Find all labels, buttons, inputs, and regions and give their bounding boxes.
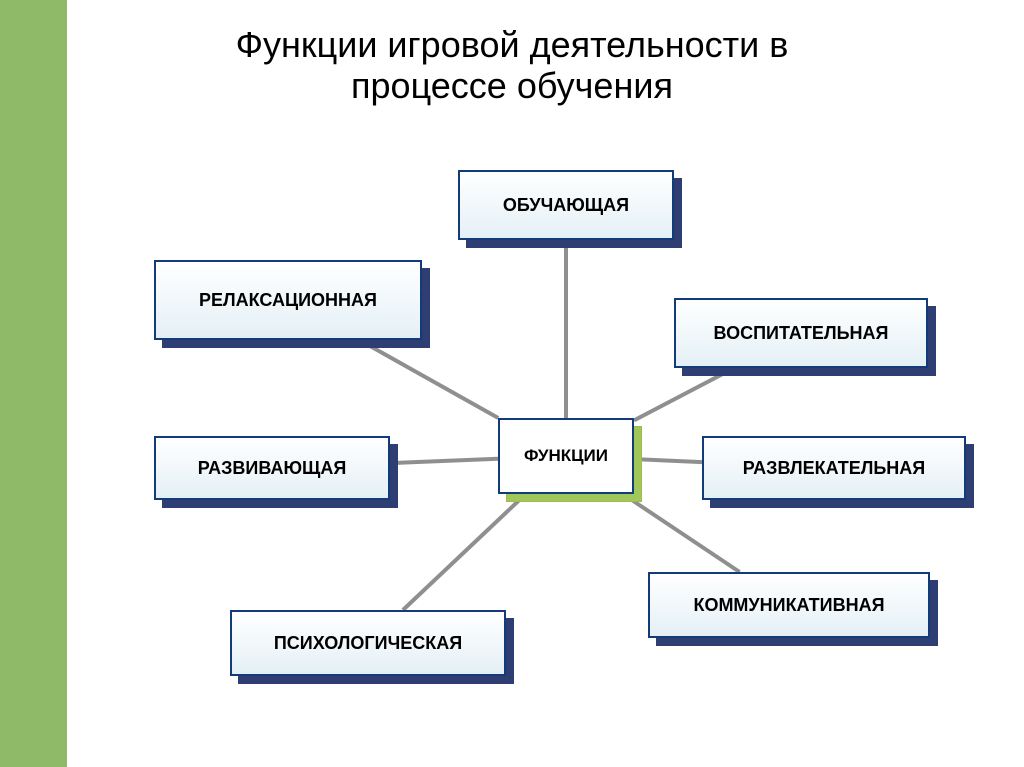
node-label: РАЗВИВАЮЩАЯ [198,458,347,479]
page-title: Функции игровой деятельности в процессе … [0,24,1024,107]
connector-line [403,494,526,610]
outer-node-top: ОБУЧАЮЩАЯ [458,170,674,240]
node-label: ВОСПИТАТЕЛЬНАЯ [714,323,889,344]
outer-node-r: РАЗВЛЕКАТЕЛЬНАЯ [702,436,966,500]
node-label: ФУНКЦИИ [524,446,608,466]
node-face: РАЗВИВАЮЩАЯ [154,436,390,500]
outer-node-tl: РЕЛАКСАЦИОННАЯ [154,260,422,340]
title-line1: Функции игровой деятельности в [236,24,789,65]
node-label: РЕЛАКСАЦИОННАЯ [199,290,377,311]
title-line2: процессе обучения [351,65,673,106]
node-label: КОММУНИКАТИВНАЯ [693,595,884,616]
connector-line [359,340,498,418]
node-face: РАЗВЛЕКАТЕЛЬНАЯ [702,436,966,500]
node-face: ПСИХОЛОГИЧЕСКАЯ [230,610,506,676]
connector-line [390,459,498,463]
node-face: ВОСПИТАТЕЛЬНАЯ [674,298,928,368]
node-face: КОММУНИКАТИВНАЯ [648,572,930,638]
node-label: ОБУЧАЮЩАЯ [503,195,629,216]
outer-node-l: РАЗВИВАЮЩАЯ [154,436,390,500]
node-face: ФУНКЦИИ [498,418,634,494]
node-label: РАЗВЛЕКАТЕЛЬНАЯ [743,458,925,479]
node-face: РЕЛАКСАЦИОННАЯ [154,260,422,340]
connector-line [634,459,702,462]
outer-node-tr: ВОСПИТАТЕЛЬНАЯ [674,298,928,368]
node-label: ПСИХОЛОГИЧЕСКАЯ [274,633,462,654]
center-node: ФУНКЦИИ [498,418,634,494]
node-face: ОБУЧАЮЩАЯ [458,170,674,240]
side-strip [0,0,67,767]
outer-node-bl: ПСИХОЛОГИЧЕСКАЯ [230,610,506,676]
diagram-area: ФУНКЦИИ ОБУЧАЮЩАЯ ВОСПИТАТЕЛЬНАЯ РАЗВЛЕКАТЕ… [100,140,980,740]
outer-node-br: КОММУНИКАТИВНАЯ [648,572,930,638]
